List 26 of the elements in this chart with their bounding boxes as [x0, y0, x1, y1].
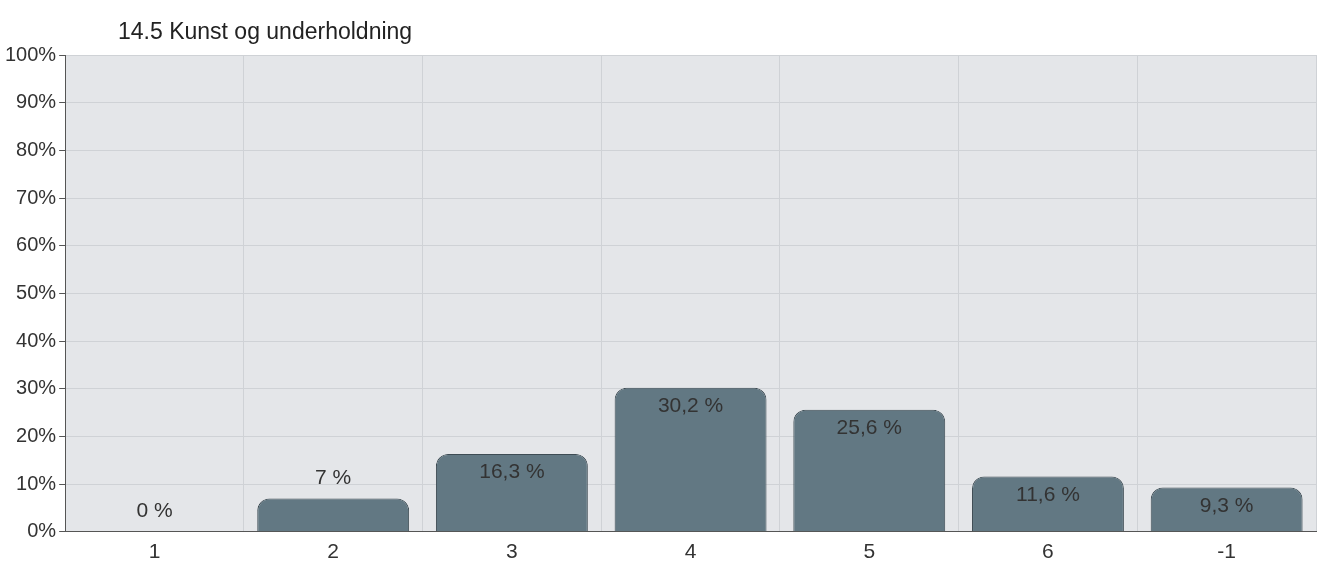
y-tick-label: 0% [27, 519, 57, 542]
y-tick-label: 50% [16, 280, 57, 303]
x-tick-label: 3 [506, 539, 518, 563]
y-tick-label: 70% [16, 185, 57, 208]
x-tick-label: 2 [327, 539, 340, 563]
data-label: 0 % [136, 498, 173, 522]
data-label: 7 % [315, 464, 352, 488]
data-label: 30,2 % [657, 393, 724, 417]
chart-title: 14.5 Kunst og underholdning [118, 18, 413, 45]
y-tick-label: 100% [5, 42, 57, 65]
data-label: 11,6 % [1016, 481, 1080, 505]
data-label: 25,6 % [836, 415, 902, 439]
x-tick-label: 6 [1042, 539, 1054, 563]
y-tick-label: 90% [16, 90, 57, 113]
y-tick-label: 10% [16, 471, 57, 494]
x-tick-label: -1 [1217, 539, 1236, 563]
y-tick-label: 40% [16, 328, 57, 351]
y-tick-label: 60% [16, 233, 57, 256]
y-tick-label: 20% [16, 423, 57, 446]
data-label: 9,3 % [1199, 492, 1254, 516]
y-tick-label: 80% [16, 137, 57, 160]
y-tick-label: 30% [16, 376, 57, 399]
x-tick-label: 1 [148, 539, 161, 563]
data-label: 16,3 % [479, 459, 545, 483]
x-tick-label: 4 [684, 539, 697, 563]
x-tick-label: 5 [863, 539, 876, 563]
